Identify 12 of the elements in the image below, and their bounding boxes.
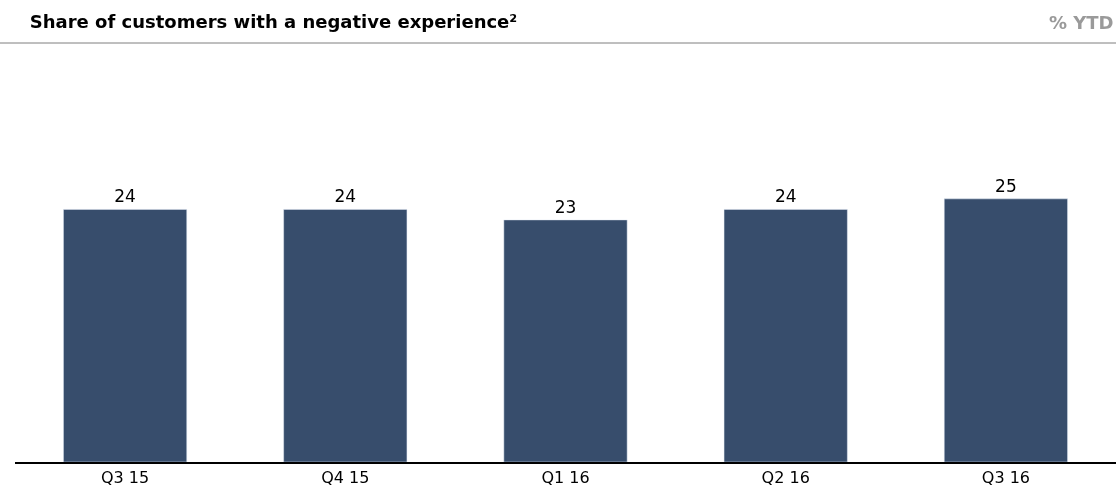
- data-label: 23: [554, 196, 577, 217]
- data-label: 24: [334, 186, 357, 207]
- data-label: 24: [114, 186, 136, 207]
- x-tick-label: Q4 15: [321, 468, 370, 488]
- chart-subtitle: % YTD: [1049, 12, 1114, 33]
- x-tick-label: Q3 16: [981, 468, 1031, 488]
- data-label: 24: [774, 186, 797, 207]
- x-tick-label: Q3 15: [100, 468, 150, 488]
- chart-title: Share of customers with a negative experience²: [29, 11, 518, 33]
- x-tick-label: Q1 16: [541, 468, 590, 488]
- x-tick-label: Q2 16: [761, 468, 810, 488]
- data-label: 25: [995, 175, 1017, 196]
